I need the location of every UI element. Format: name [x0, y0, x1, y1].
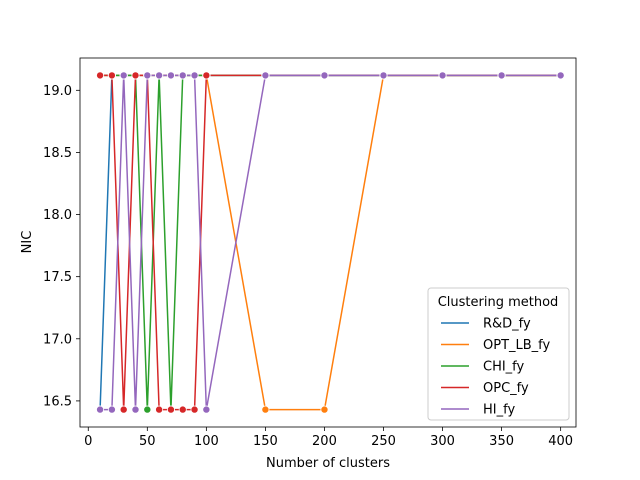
legend-label-opc-fy: OPC_fy: [483, 381, 529, 396]
y-tick-label: 18.0: [43, 208, 72, 223]
data-point-hi-fy: [202, 405, 211, 414]
data-point-hi-fy: [178, 71, 187, 80]
data-point-opt-lb-fy: [261, 405, 270, 414]
data-point-opc-fy: [166, 405, 175, 414]
plot-area: [99, 74, 561, 411]
legend-label-opt-lb-fy: OPT_LB_fy: [483, 338, 551, 353]
x-axis: 0 50 100 150 200 250 300 350 400: [84, 427, 573, 449]
x-tick-label: 150: [253, 434, 278, 449]
axes-frame: [79, 57, 577, 428]
data-point-hi-fy: [131, 405, 140, 414]
data-point-hi-fy: [166, 71, 175, 80]
legend-label-chi-fy: CHI_fy: [483, 360, 525, 375]
marker-layer: [96, 71, 565, 414]
data-point-opc-fy: [119, 405, 128, 414]
x-tick-label: 250: [371, 434, 396, 449]
y-tick-label: 16.5: [43, 394, 72, 409]
y-tick-label: 17.0: [43, 332, 72, 347]
data-point-hi-fy: [143, 71, 152, 80]
data-point-opt-lb-fy: [320, 405, 329, 414]
legend-title: Clustering method: [438, 295, 559, 310]
data-point-opc-fy: [107, 71, 116, 80]
data-point-opc-fy: [178, 405, 187, 414]
y-tick-label: 17.5: [43, 270, 72, 285]
data-point-opc-fy: [96, 71, 105, 80]
y-axis: 16.5 17.0 17.5 18.0 18.5 19.0: [43, 84, 80, 409]
data-point-hi-fy: [497, 71, 506, 80]
x-tick-label: 300: [430, 434, 455, 449]
data-point-chi-fy: [143, 405, 152, 414]
y-tick-label: 19.0: [43, 84, 72, 99]
x-tick-label: 50: [139, 434, 156, 449]
y-tick-label: 18.5: [43, 146, 72, 161]
data-point-hi-fy: [379, 71, 388, 80]
data-point-opc-fy: [155, 405, 164, 414]
x-tick-label: 100: [194, 434, 219, 449]
x-tick-label: 200: [312, 434, 337, 449]
legend-label-hi-fy: HI_fy: [483, 403, 515, 418]
data-point-hi-fy: [261, 71, 270, 80]
series-line-hi-fy: [100, 74, 561, 411]
x-axis-label: Number of clusters: [266, 456, 390, 471]
data-point-hi-fy: [107, 405, 116, 414]
data-point-hi-fy: [119, 71, 128, 80]
data-point-opc-fy: [202, 71, 211, 80]
data-point-hi-fy: [190, 71, 199, 80]
data-point-hi-fy: [155, 71, 164, 80]
x-tick-label: 350: [489, 434, 514, 449]
data-point-hi-fy: [96, 405, 105, 414]
x-tick-label: 400: [548, 434, 573, 449]
data-point-hi-fy: [320, 71, 329, 80]
data-point-opc-fy: [190, 405, 199, 414]
legend: Clustering method R&D_fy OPT_LB_fy CHI_fy O…: [427, 287, 570, 421]
y-axis-label: NIC: [20, 231, 35, 254]
data-point-hi-fy: [556, 71, 565, 80]
legend-items: R&D_fy OPT_LB_fy CHI_fy OPC_fy HI_fy: [441, 317, 551, 418]
data-point-hi-fy: [438, 71, 447, 80]
legend-label-r-d-fy: R&D_fy: [483, 317, 531, 332]
data-point-opc-fy: [131, 71, 140, 80]
x-tick-label: 0: [84, 434, 92, 449]
